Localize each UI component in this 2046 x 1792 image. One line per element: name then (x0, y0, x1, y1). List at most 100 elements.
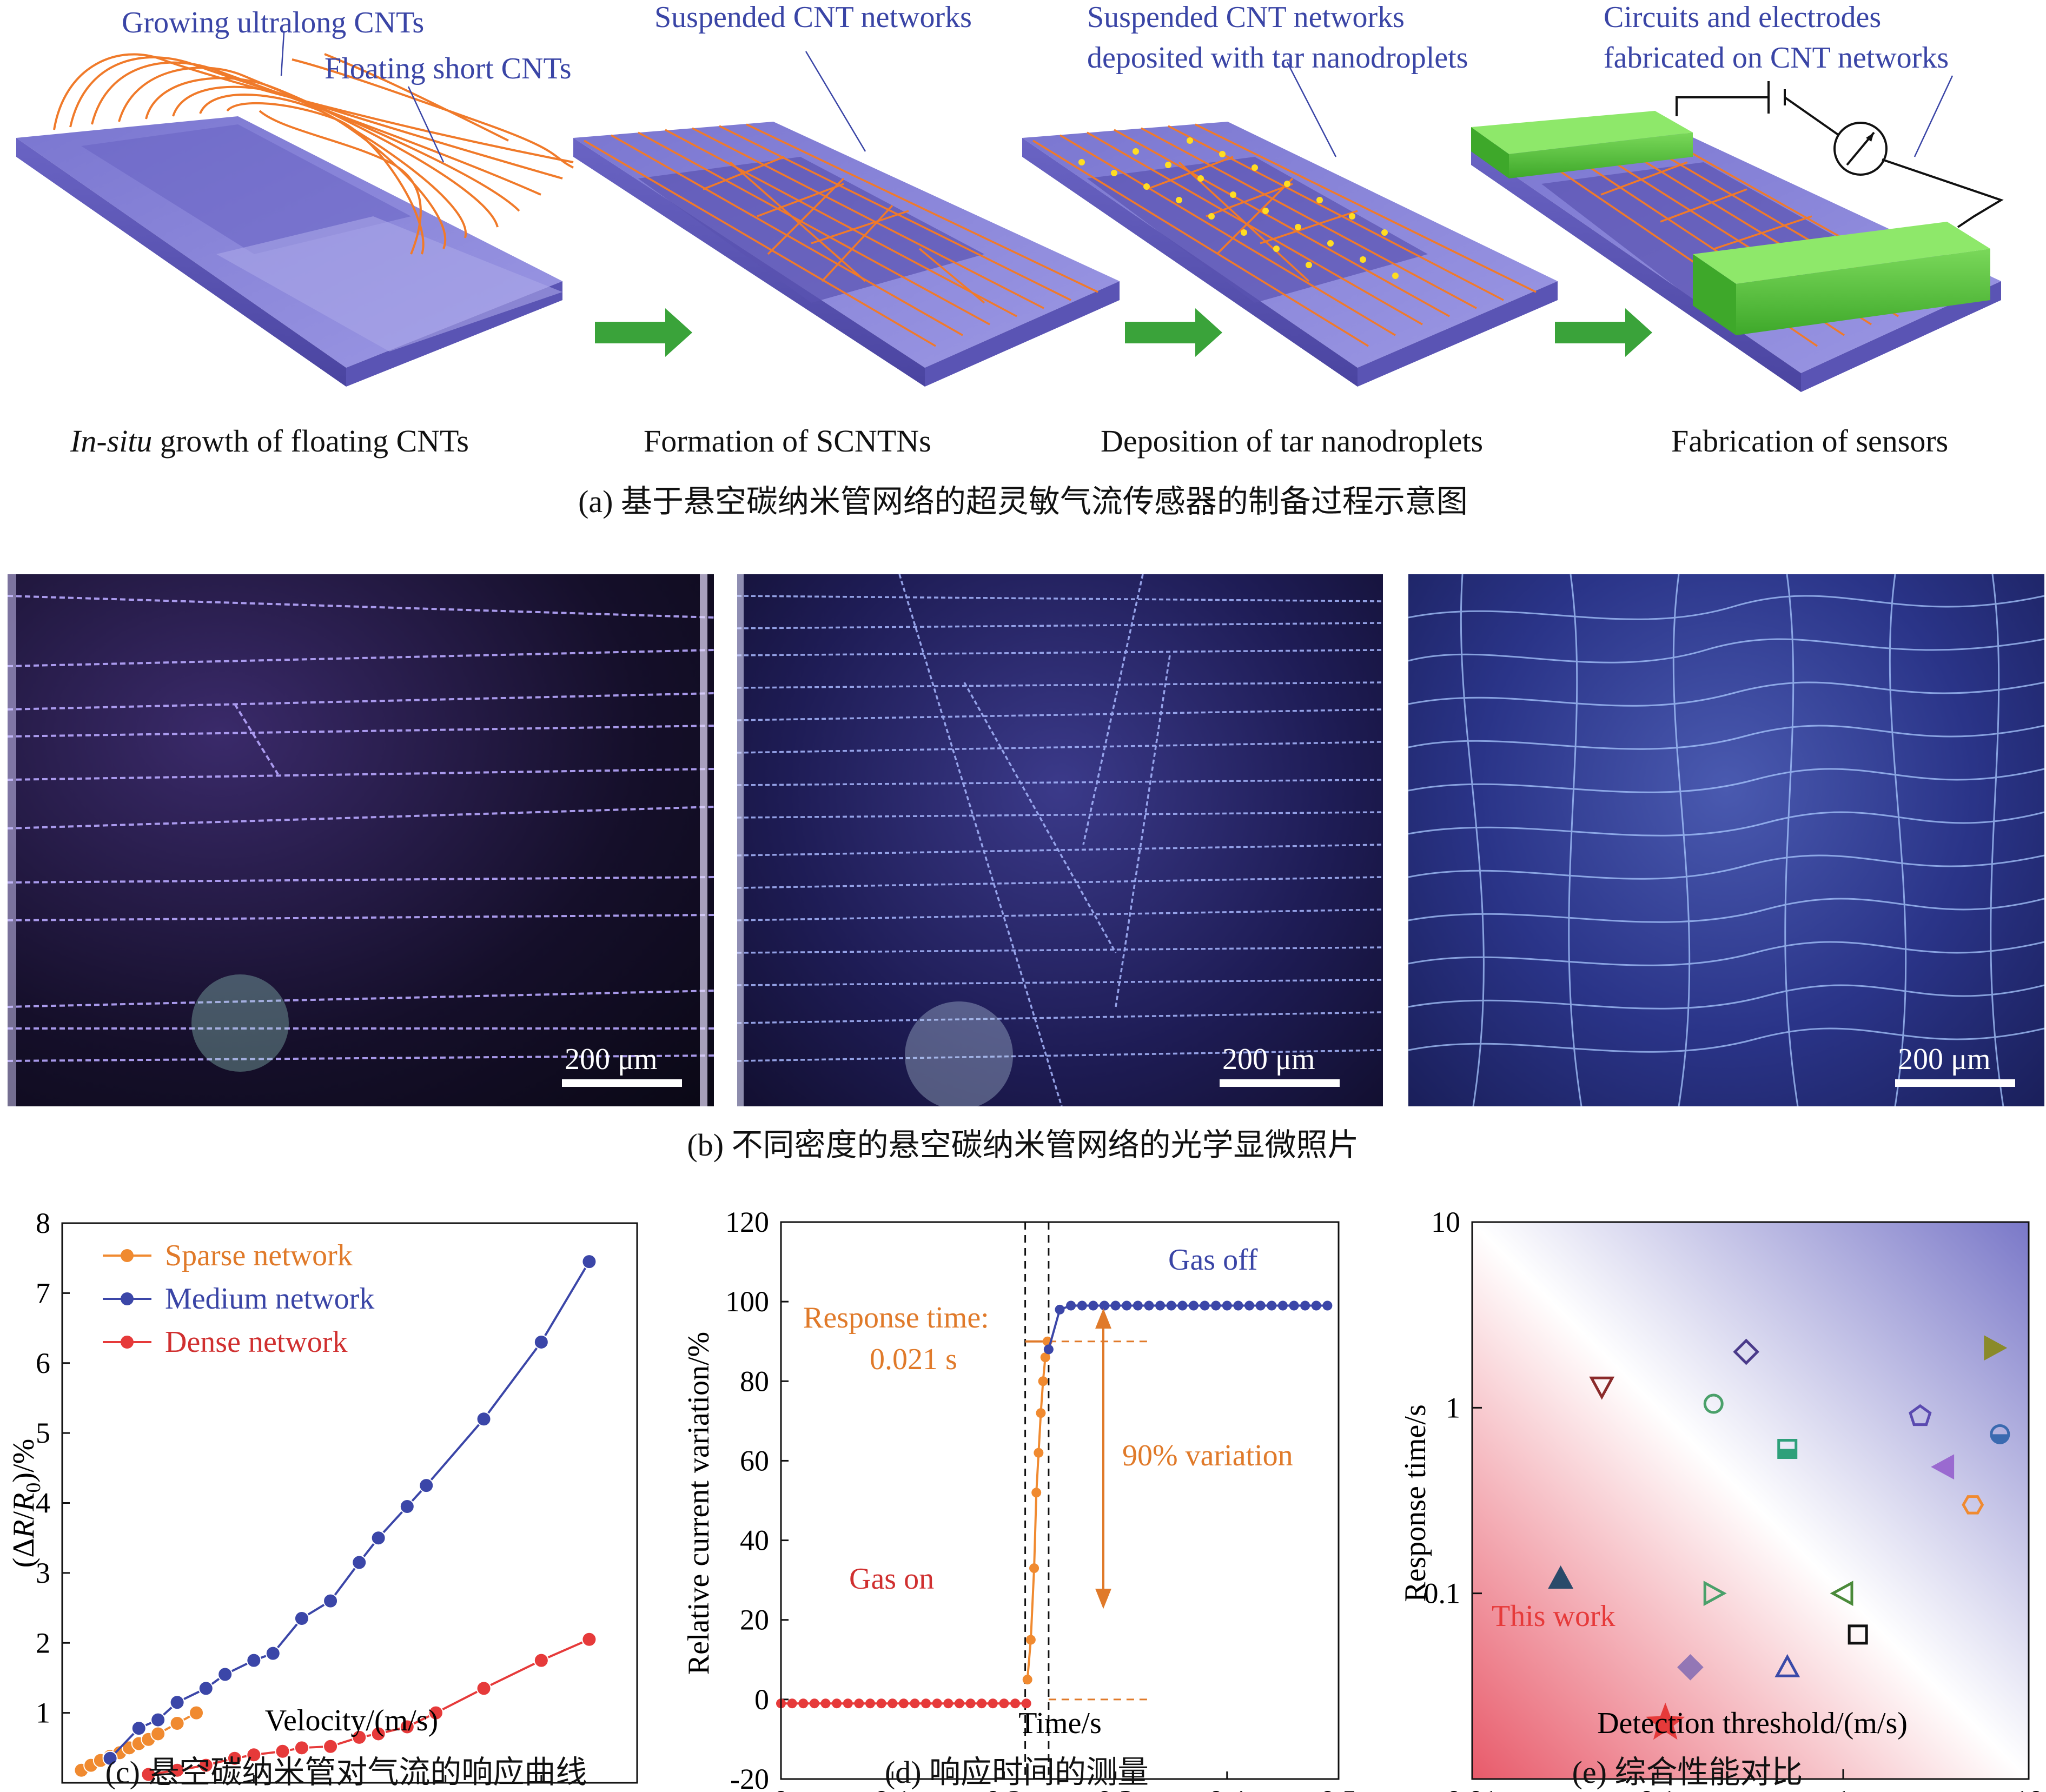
chart-c-ytick-label: 1 (36, 1697, 50, 1729)
chart-d-point (1177, 1300, 1188, 1311)
chart-d-point (843, 1698, 853, 1709)
medium-bokeh (905, 1001, 1013, 1106)
chart-d-point (1255, 1300, 1266, 1311)
legend-sparse: Sparse network (165, 1239, 353, 1272)
chart-c-point (476, 1411, 492, 1427)
chart-e-background (1472, 1222, 2029, 1779)
chart-d-point (1022, 1675, 1032, 1685)
chart-d-point (1088, 1300, 1098, 1311)
chart-d-point (809, 1698, 819, 1709)
chart-c-point (399, 1719, 415, 1735)
chart-c-point (533, 1334, 549, 1350)
chart-e-point-diamond-half (1677, 1654, 1704, 1681)
scale-bar-1-label: 200 μm (565, 1043, 658, 1076)
cnt-network-step-3 (1032, 123, 1537, 347)
chart-d-point (1055, 1304, 1065, 1315)
chart-c-xtick-label: 0 (55, 1788, 70, 1792)
chart-d-ytick-label: 100 (725, 1285, 769, 1318)
chart-c-point (169, 1762, 185, 1778)
chart-c-ylabel: (ΔR/R0)/% (7, 1439, 45, 1568)
chart-d-point (787, 1698, 797, 1709)
chart-d-point (943, 1698, 954, 1709)
chart-c-ytick-label: 4 (36, 1487, 50, 1519)
chart-c-point (323, 1593, 339, 1609)
caption-b: (b) 不同密度的悬空碳纳米管网络的光学显微照片 (687, 1127, 1359, 1163)
chart-d-point (1311, 1300, 1321, 1311)
medium-left-edge (737, 574, 744, 1106)
scale-bar-1-line (562, 1079, 682, 1087)
chart-c-point (352, 1555, 367, 1570)
legend-dense: Dense network (165, 1325, 347, 1359)
chart-d-point (1043, 1344, 1054, 1355)
chart-d-point (1322, 1300, 1333, 1311)
sparse-left-edge (8, 574, 16, 1106)
chart-c-point (294, 1610, 309, 1626)
electrode-left (1471, 111, 1693, 178)
chart-d-point (1036, 1408, 1046, 1418)
chart-e-point-triangle-right (1984, 1335, 2008, 1361)
meter-arrow-head (1866, 132, 1874, 142)
chart-d-point (1031, 1488, 1042, 1498)
chart-d-point (1211, 1300, 1221, 1311)
chart-d-point (1025, 1635, 1036, 1645)
label-growing-cnts: Growing ultralong CNTs (122, 6, 424, 39)
label-this-work: This work (1492, 1599, 1615, 1633)
chart-d-series-line (1047, 1304, 1328, 1350)
chart-c-ytick-label: 5 (36, 1417, 50, 1449)
step-3-label: Deposition of tar nanodroplets (1101, 423, 1483, 459)
micrograph-sparse: 200 μm (8, 574, 714, 1106)
substrate-step-1 (16, 116, 562, 387)
chart-d-point (1133, 1300, 1143, 1311)
label-response-value: 0.021 s (870, 1343, 957, 1376)
chart-c-point (169, 1695, 185, 1710)
chart-d-point (854, 1698, 864, 1709)
chart-d-point (921, 1698, 931, 1709)
chart-d-point (1099, 1300, 1109, 1311)
chart-c-point (370, 1530, 386, 1546)
sparse-network-lines (8, 595, 714, 1062)
step-4-label: Fabrication of sensors (1671, 423, 1948, 459)
cnt-growth-lines (53, 53, 574, 255)
chart-d-point (1300, 1300, 1310, 1311)
chart-e-ytick-label: 1 (1446, 1391, 1460, 1424)
caption-c: (c) 悬空碳纳米管对气流的响应曲线 (105, 1755, 587, 1790)
chart-c-point (476, 1681, 492, 1696)
chart-d-point (1200, 1300, 1210, 1311)
chart-d-point (865, 1698, 875, 1709)
chart-c-response-curves: 012345612345678 Sparse network Medium ne… (7, 1207, 645, 1792)
chart-c-point (102, 1750, 118, 1766)
caption-a: (a) 基于悬空碳纳米管网络的超灵敏气流传感器的制备过程示意图 (578, 484, 1468, 519)
substrate-step-2 (573, 122, 1120, 387)
chart-e-point-fill (1991, 1434, 2009, 1443)
chart-c-point (370, 1726, 386, 1742)
chart-c-legend: Sparse network Medium network Dense netw… (103, 1239, 374, 1359)
chart-d-ylabel: Relative current variation/% (682, 1332, 716, 1675)
chart-c-point (198, 1757, 214, 1773)
medium-network-lines (737, 574, 1383, 1106)
legend-medium: Medium network (165, 1282, 374, 1316)
process-arrow-1 (595, 308, 692, 357)
label-circuits-2: fabricated on CNT networks (1604, 41, 1949, 75)
chart-d-point (999, 1698, 1009, 1709)
chart-c-point (533, 1652, 549, 1668)
chart-d-ytick-label: 40 (740, 1524, 769, 1557)
process-arrow-3 (1555, 308, 1652, 357)
step-1-label: In-situ growth of floating CNTs (70, 423, 469, 459)
chart-d-point (988, 1698, 998, 1709)
chart-d-point (798, 1698, 809, 1709)
chart-c-ytick-label: 3 (36, 1557, 50, 1589)
sparse-right-edge (700, 574, 707, 1106)
chart-c-point (217, 1667, 233, 1682)
scale-bar-2-line (1220, 1079, 1340, 1087)
chart-e-frame (1471, 1221, 2030, 1780)
chart-d-point (888, 1698, 898, 1709)
chart-d-point (977, 1698, 987, 1709)
variation-arrow (1095, 1308, 1111, 1609)
chart-c-point (428, 1705, 443, 1721)
chart-d-point (1244, 1300, 1255, 1311)
chart-e-point-triangle-up (1774, 1654, 1800, 1677)
chart-c-ytick-label: 7 (36, 1277, 50, 1309)
label-deposited-2: deposited with tar nanodroplets (1087, 41, 1468, 75)
label-gas-off: Gas off (1168, 1243, 1258, 1277)
